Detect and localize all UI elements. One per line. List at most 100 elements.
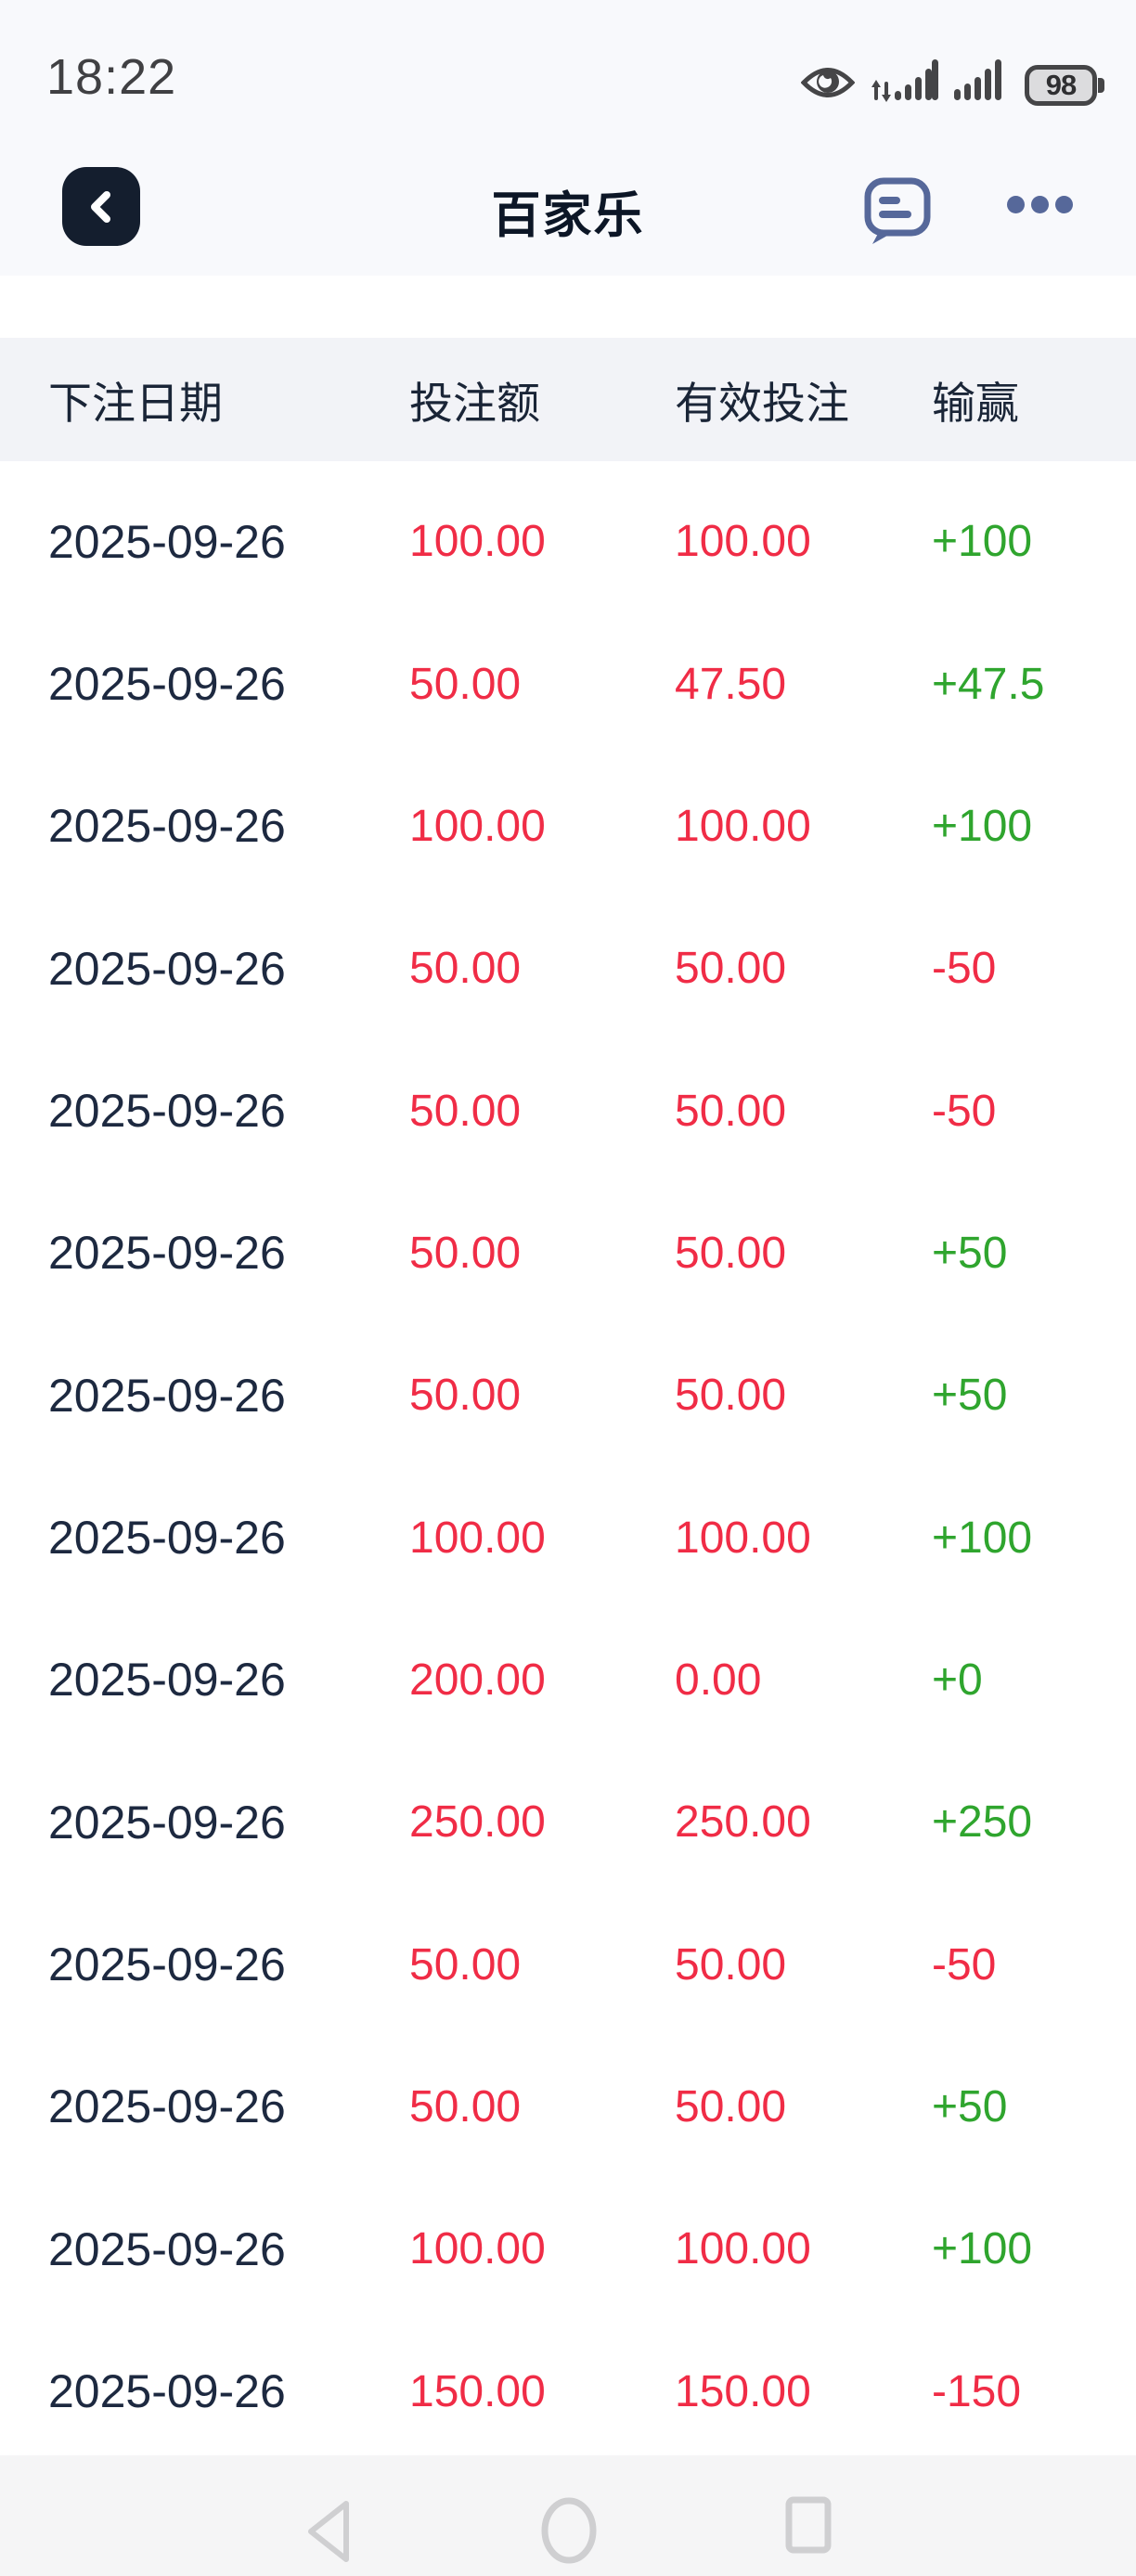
cell-bet-date: 2025-09-26 <box>48 2222 286 2275</box>
cell-bet-amount: 150.00 <box>409 2366 546 2416</box>
cell-win-loss: +100 <box>932 1513 1033 1563</box>
table-row[interactable]: 2025-09-26 50.00 50.00 +50 <box>0 1182 1136 1324</box>
cell-win-loss: -150 <box>932 2366 1022 2416</box>
table-row[interactable]: 2025-09-26 100.00 100.00 +100 <box>0 755 1136 897</box>
cell-win-loss: +250 <box>932 1797 1033 1848</box>
table-row[interactable]: 2025-09-26 50.00 47.50 +47.5 <box>0 612 1136 754</box>
message-bubble-icon <box>864 177 931 244</box>
table-row[interactable]: 2025-09-26 50.00 50.00 -50 <box>0 897 1136 1039</box>
column-header-win-loss: 输赢 <box>932 379 1019 428</box>
back-button[interactable] <box>62 167 140 246</box>
cell-valid-bet: 47.50 <box>675 659 787 709</box>
column-header-bet-amount: 投注额 <box>409 379 540 428</box>
column-header-valid-bet: 有效投注 <box>675 379 849 428</box>
table-row[interactable]: 2025-09-26 50.00 50.00 +50 <box>0 1324 1136 1466</box>
table-row[interactable]: 2025-09-26 150.00 150.00 -150 <box>0 2320 1136 2462</box>
ellipsis-icon <box>1007 196 1025 213</box>
home-circle-icon[interactable] <box>541 2496 597 2565</box>
cell-bet-date: 2025-09-26 <box>48 1796 286 1848</box>
cell-valid-bet: 100.00 <box>675 2224 811 2274</box>
signal-bars-icon <box>954 59 1001 100</box>
page-title: 百家乐 <box>491 188 645 243</box>
cell-bet-date: 2025-09-26 <box>48 658 286 711</box>
status-icons: 98 <box>801 52 1104 109</box>
table-row[interactable]: 2025-09-26 50.00 50.00 -50 <box>0 1893 1136 2035</box>
cell-win-loss: +50 <box>932 2081 1008 2132</box>
more-options-button[interactable] <box>1007 196 1073 213</box>
cell-win-loss: +50 <box>932 1371 1008 1421</box>
cell-win-loss: -50 <box>932 944 997 994</box>
cell-bet-date: 2025-09-26 <box>48 800 286 853</box>
cell-bet-date: 2025-09-26 <box>48 1512 286 1565</box>
cell-bet-date: 2025-09-26 <box>48 2365 286 2418</box>
cell-valid-bet: 50.00 <box>675 2081 787 2132</box>
cell-bet-date: 2025-09-26 <box>48 1654 286 1707</box>
cell-valid-bet: 50.00 <box>675 1228 787 1278</box>
cell-valid-bet: 50.00 <box>675 1086 787 1136</box>
back-triangle-icon[interactable] <box>302 2496 354 2567</box>
cell-bet-amount: 200.00 <box>409 1655 546 1705</box>
cell-bet-amount: 50.00 <box>409 1228 522 1278</box>
battery-icon: 98 <box>1025 65 1104 106</box>
cell-win-loss: -50 <box>932 1939 997 1990</box>
eye-icon <box>801 68 855 97</box>
cell-bet-date: 2025-09-26 <box>48 1227 286 1280</box>
table-body: 2025-09-26 100.00 100.00 +100 2025-09-26… <box>0 470 1136 2463</box>
top-bar-background <box>0 0 1136 276</box>
column-header-bet-date: 下注日期 <box>48 379 223 428</box>
cell-bet-amount: 50.00 <box>409 1371 522 1421</box>
cell-bet-date: 2025-09-26 <box>48 515 286 568</box>
cell-bet-amount: 250.00 <box>409 1797 546 1848</box>
cell-bet-amount: 50.00 <box>409 944 522 994</box>
cell-bet-amount: 50.00 <box>409 2081 522 2132</box>
cell-bet-amount: 100.00 <box>409 801 546 851</box>
cell-bet-amount: 50.00 <box>409 659 522 709</box>
chevron-left-icon <box>91 190 110 223</box>
cell-valid-bet: 100.00 <box>675 517 811 567</box>
battery-percent: 98 <box>1045 69 1077 101</box>
android-nav-bar <box>0 2455 1136 2576</box>
signal-bars-arrows-icon <box>871 59 938 102</box>
cell-win-loss: +50 <box>932 1228 1008 1278</box>
cell-valid-bet: 0.00 <box>675 1655 762 1705</box>
cell-bet-amount: 100.00 <box>409 517 546 567</box>
cell-win-loss: +100 <box>932 517 1033 567</box>
table-row[interactable]: 2025-09-26 250.00 250.00 +250 <box>0 1751 1136 1893</box>
table-row[interactable]: 2025-09-26 100.00 100.00 +100 <box>0 1466 1136 1608</box>
ellipsis-icon <box>1031 196 1049 213</box>
cell-valid-bet: 100.00 <box>675 1513 811 1563</box>
cell-valid-bet: 150.00 <box>675 2366 811 2416</box>
cell-win-loss: -50 <box>932 1086 997 1136</box>
cell-win-loss: +0 <box>932 1655 983 1705</box>
cell-win-loss: +100 <box>932 2224 1033 2274</box>
table-row[interactable]: 2025-09-26 50.00 50.00 +50 <box>0 2036 1136 2178</box>
cell-bet-amount: 100.00 <box>409 1513 546 1563</box>
cell-win-loss: +100 <box>932 801 1033 851</box>
cell-bet-amount: 50.00 <box>409 1939 522 1990</box>
table-row[interactable]: 2025-09-26 100.00 100.00 +100 <box>0 2178 1136 2320</box>
table-header-row: 下注日期 投注额 有效投注 输赢 <box>0 338 1136 461</box>
ellipsis-icon <box>1055 196 1073 213</box>
status-bar: 18:22 <box>0 48 1136 113</box>
chat-button[interactable] <box>863 174 932 245</box>
table-row[interactable]: 2025-09-26 100.00 100.00 +100 <box>0 470 1136 612</box>
cell-valid-bet: 100.00 <box>675 801 811 851</box>
cell-bet-amount: 50.00 <box>409 1086 522 1136</box>
cell-bet-date: 2025-09-26 <box>48 1085 286 1138</box>
cell-bet-amount: 100.00 <box>409 2224 546 2274</box>
recents-square-icon[interactable] <box>785 2496 832 2554</box>
cell-bet-date: 2025-09-26 <box>48 1369 286 1422</box>
app-bar: 百家乐 <box>0 148 1136 276</box>
cell-win-loss: +47.5 <box>932 659 1045 709</box>
cell-valid-bet: 50.00 <box>675 944 787 994</box>
cell-valid-bet: 250.00 <box>675 1797 811 1848</box>
clock-text: 18:22 <box>46 49 177 105</box>
cell-valid-bet: 50.00 <box>675 1371 787 1421</box>
cell-valid-bet: 50.00 <box>675 1939 787 1990</box>
cell-bet-date: 2025-09-26 <box>48 942 286 995</box>
cell-bet-date: 2025-09-26 <box>48 2080 286 2133</box>
table-row[interactable]: 2025-09-26 200.00 0.00 +0 <box>0 1609 1136 1751</box>
cell-bet-date: 2025-09-26 <box>48 1938 286 1991</box>
table-row[interactable]: 2025-09-26 50.00 50.00 -50 <box>0 1039 1136 1181</box>
